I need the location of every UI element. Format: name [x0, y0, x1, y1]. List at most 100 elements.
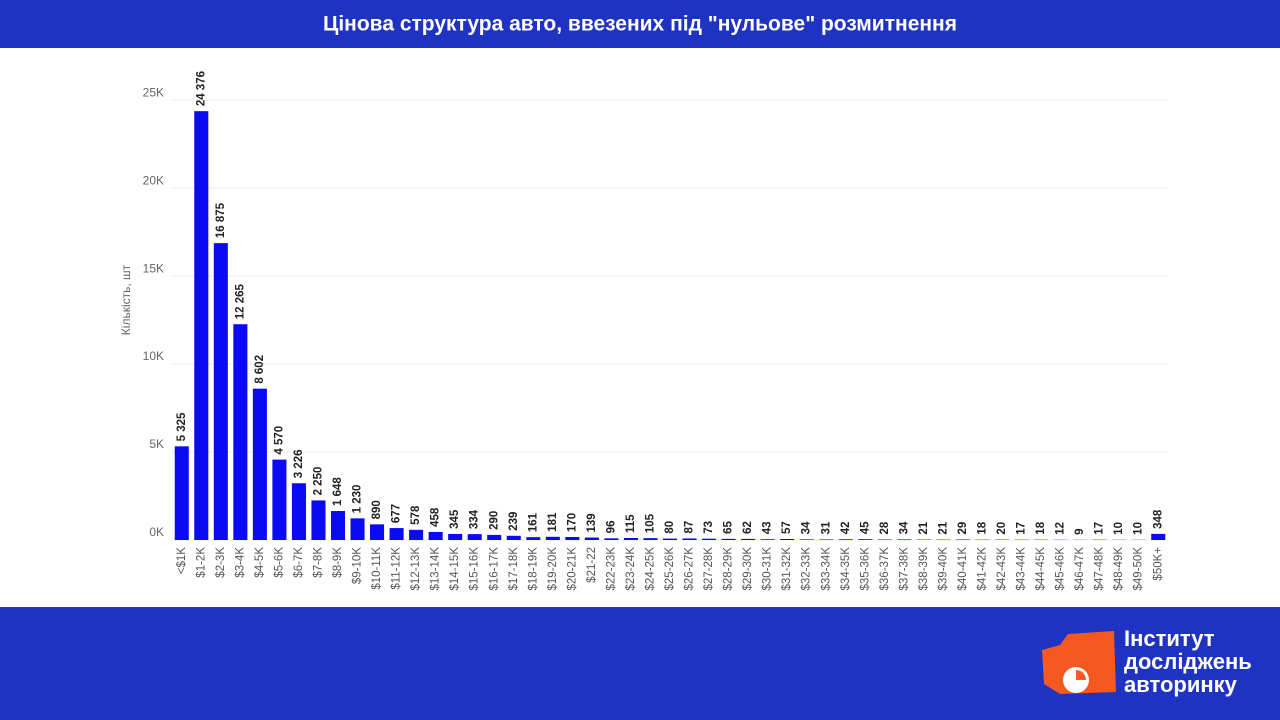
x-tick-label: $1-2K [195, 547, 207, 578]
x-tick-label: $13-14K [430, 547, 442, 591]
value-label: 1 648 [332, 477, 344, 506]
bar [741, 538, 756, 540]
value-label: 31 [820, 521, 832, 534]
value-label: 1 230 [352, 485, 364, 514]
bar [545, 536, 560, 540]
value-label: 139 [586, 513, 598, 532]
y-tick-label: 20K [143, 173, 164, 187]
bar [604, 538, 619, 540]
value-label: 105 [645, 513, 657, 533]
value-label: 9 [1074, 528, 1086, 534]
x-tick-label: $36-37K [879, 547, 891, 591]
x-tick-label: $50K+ [1152, 547, 1164, 581]
x-tick-label: $8-9K [332, 547, 344, 578]
bar [584, 537, 599, 540]
bar [291, 483, 306, 540]
bar [272, 459, 287, 540]
value-label: 57 [781, 521, 793, 534]
x-tick-label: $49-50K [1133, 547, 1145, 591]
x-tick-label: $37-38K [898, 547, 910, 591]
x-tick-label: $23-24K [625, 547, 637, 591]
x-tick-label: $9-10K [352, 547, 364, 584]
value-label: 115 [625, 514, 637, 533]
value-label: 10 [1133, 522, 1145, 535]
value-label: 161 [527, 512, 539, 532]
value-label: 17 [1016, 522, 1028, 535]
value-label: 16 875 [215, 202, 227, 238]
value-label: 239 [508, 512, 520, 531]
value-label: 42 [840, 521, 852, 534]
x-tick-label: $14-15K [449, 547, 461, 591]
value-label: 578 [410, 505, 422, 525]
x-tick-label: $43-44K [1016, 547, 1028, 591]
bar [389, 528, 404, 540]
value-label: 21 [918, 521, 930, 534]
bar [819, 539, 834, 540]
x-tick-label: $10-11K [371, 547, 383, 590]
bar [643, 538, 658, 540]
value-label: 29 [957, 522, 969, 535]
bar [780, 538, 795, 540]
bar [1151, 533, 1166, 540]
value-label: 3 226 [293, 449, 305, 478]
value-label: 34 [898, 521, 910, 534]
value-label: 4 570 [273, 426, 285, 455]
x-tick-label: $30-31K [762, 547, 774, 591]
chart-title: Цінова структура авто, ввезених під "нул… [323, 13, 957, 36]
x-tick-label: $38-39K [918, 547, 930, 591]
value-label: 17 [1094, 522, 1106, 535]
x-tick-label: $21-22 [586, 547, 598, 583]
value-label: 348 [1152, 509, 1164, 529]
x-tick-label: $44-45K [1035, 547, 1047, 591]
x-tick-label: $33-34K [820, 547, 832, 591]
brand-logo: Інститут досліджень авторинку [1042, 626, 1252, 697]
x-tick-label: $42-43K [996, 547, 1008, 591]
x-tick-label: $47-48K [1094, 547, 1106, 591]
x-tick-label: $46-47K [1074, 547, 1086, 591]
x-tick-label: $27-28K [703, 547, 715, 591]
x-tick-label: $19-20K [547, 547, 559, 591]
x-tick-label: $22-23K [605, 547, 617, 591]
bar [487, 534, 502, 540]
bar [448, 533, 463, 540]
bar [330, 511, 346, 540]
bar [526, 537, 541, 540]
bar [506, 535, 521, 540]
value-label: 12 [1055, 522, 1067, 535]
bar [311, 500, 326, 540]
brand-line: Інститут [1124, 626, 1215, 651]
bar [213, 243, 228, 540]
bar [565, 537, 580, 540]
value-label: 62 [742, 521, 754, 534]
value-label: 45 [859, 521, 871, 534]
x-tick-label: $20-21K [566, 547, 578, 591]
x-tick-label: $12-13K [410, 547, 422, 591]
value-label: 80 [664, 521, 676, 534]
title-bar [0, 0, 1280, 48]
x-tick-label: $41-42K [977, 547, 989, 591]
x-tick-label: $34-35K [840, 547, 852, 591]
value-label: 65 [723, 520, 735, 533]
bar [838, 539, 853, 540]
bar [467, 534, 482, 540]
bar [623, 537, 638, 540]
value-label: 5 325 [176, 412, 188, 441]
x-tick-label: $26-27K [684, 547, 696, 591]
value-label: 890 [371, 500, 383, 519]
x-tick-label: $25-26K [664, 547, 676, 591]
value-label: 28 [879, 521, 891, 534]
bar [682, 538, 697, 540]
x-tick-label: $29-30K [742, 547, 754, 591]
value-label: 43 [762, 521, 774, 534]
bar [760, 539, 775, 540]
y-tick-label: 0K [149, 525, 164, 539]
y-axis-label: Кількість, шт [119, 264, 133, 335]
value-label: 181 [547, 512, 559, 532]
x-tick-label: $3-4K [234, 547, 246, 578]
value-label: 290 [488, 511, 500, 530]
value-label: 10 [1113, 522, 1125, 535]
x-tick-label: $31-32K [781, 547, 793, 591]
x-tick-label: $18-19K [527, 547, 539, 591]
